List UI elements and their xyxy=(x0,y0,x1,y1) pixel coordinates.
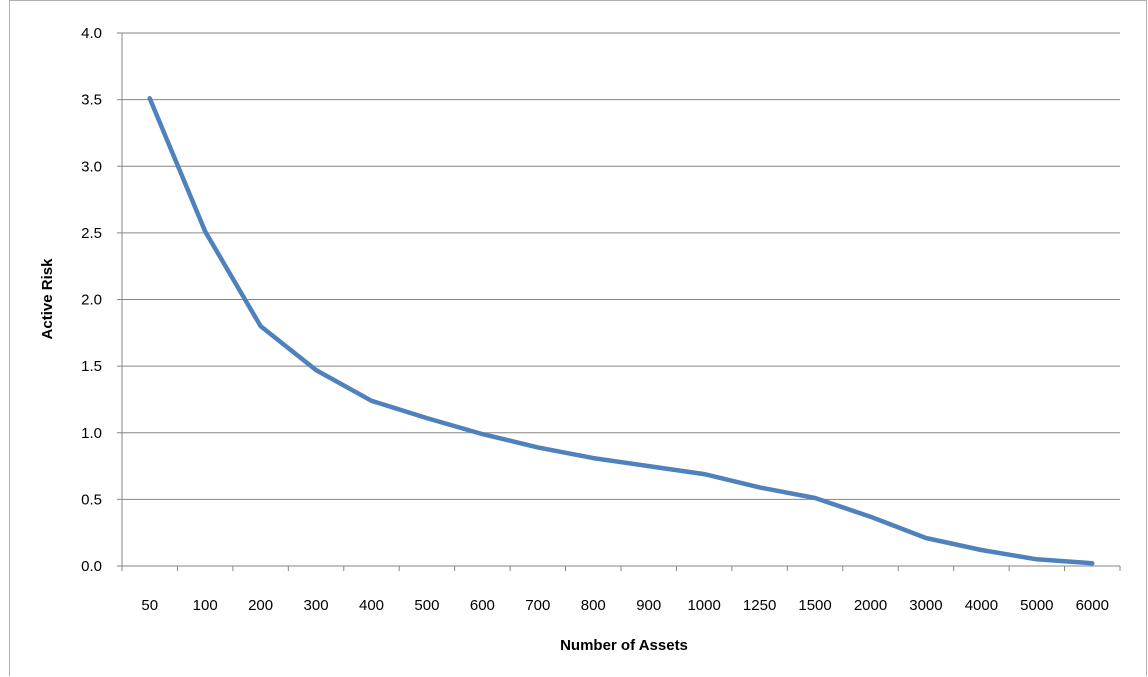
series-line xyxy=(150,98,1093,563)
x-tick-label: 1000 xyxy=(687,597,720,614)
x-tick-label: 700 xyxy=(525,597,550,614)
y-tick-label: 4.0 xyxy=(81,25,102,42)
x-tick-label: 300 xyxy=(304,597,329,614)
x-tick-label: 3000 xyxy=(909,597,942,614)
x-tick-label: 900 xyxy=(636,597,661,614)
series-lines xyxy=(150,98,1093,563)
y-tick-label: 0.5 xyxy=(81,491,102,508)
y-tick-label: 1.0 xyxy=(81,425,102,442)
x-tick-label: 400 xyxy=(359,597,384,614)
x-tick-label: 1500 xyxy=(798,597,831,614)
x-tick-label: 4000 xyxy=(965,597,998,614)
y-tick-labels: 0.0 0.5 1.0 1.5 2.0 2.5 3.0 3.5 4.0 xyxy=(81,25,102,575)
y-tick-label: 2.0 xyxy=(81,292,102,309)
x-tick-label: 100 xyxy=(193,597,218,614)
x-tick-label: 500 xyxy=(414,597,439,614)
y-tick-label: 3.0 xyxy=(81,158,102,175)
x-tick-label: 800 xyxy=(581,597,606,614)
x-tick-label: 200 xyxy=(248,597,273,614)
x-tick-label: 6000 xyxy=(1076,597,1109,614)
y-tick-label: 2.5 xyxy=(81,225,102,242)
x-tick-label: 1250 xyxy=(743,597,776,614)
x-tick-label: 2000 xyxy=(854,597,887,614)
y-axis-title: Active Risk xyxy=(39,258,56,340)
y-tick-label: 0.0 xyxy=(81,558,102,575)
x-tick-labels: 50 100 200 300 400 500 600 700 800 900 1000 1250 150… xyxy=(141,597,1109,614)
x-axis-title: Number of Assets xyxy=(560,637,688,654)
x-tick-label: 600 xyxy=(470,597,495,614)
x-tick-label: 50 xyxy=(141,597,158,614)
gridlines xyxy=(122,33,1120,499)
axes xyxy=(117,33,1120,571)
y-tick-label: 1.5 xyxy=(81,358,102,375)
x-tick-label: 5000 xyxy=(1020,597,1053,614)
y-tick-label: 3.5 xyxy=(81,92,102,109)
